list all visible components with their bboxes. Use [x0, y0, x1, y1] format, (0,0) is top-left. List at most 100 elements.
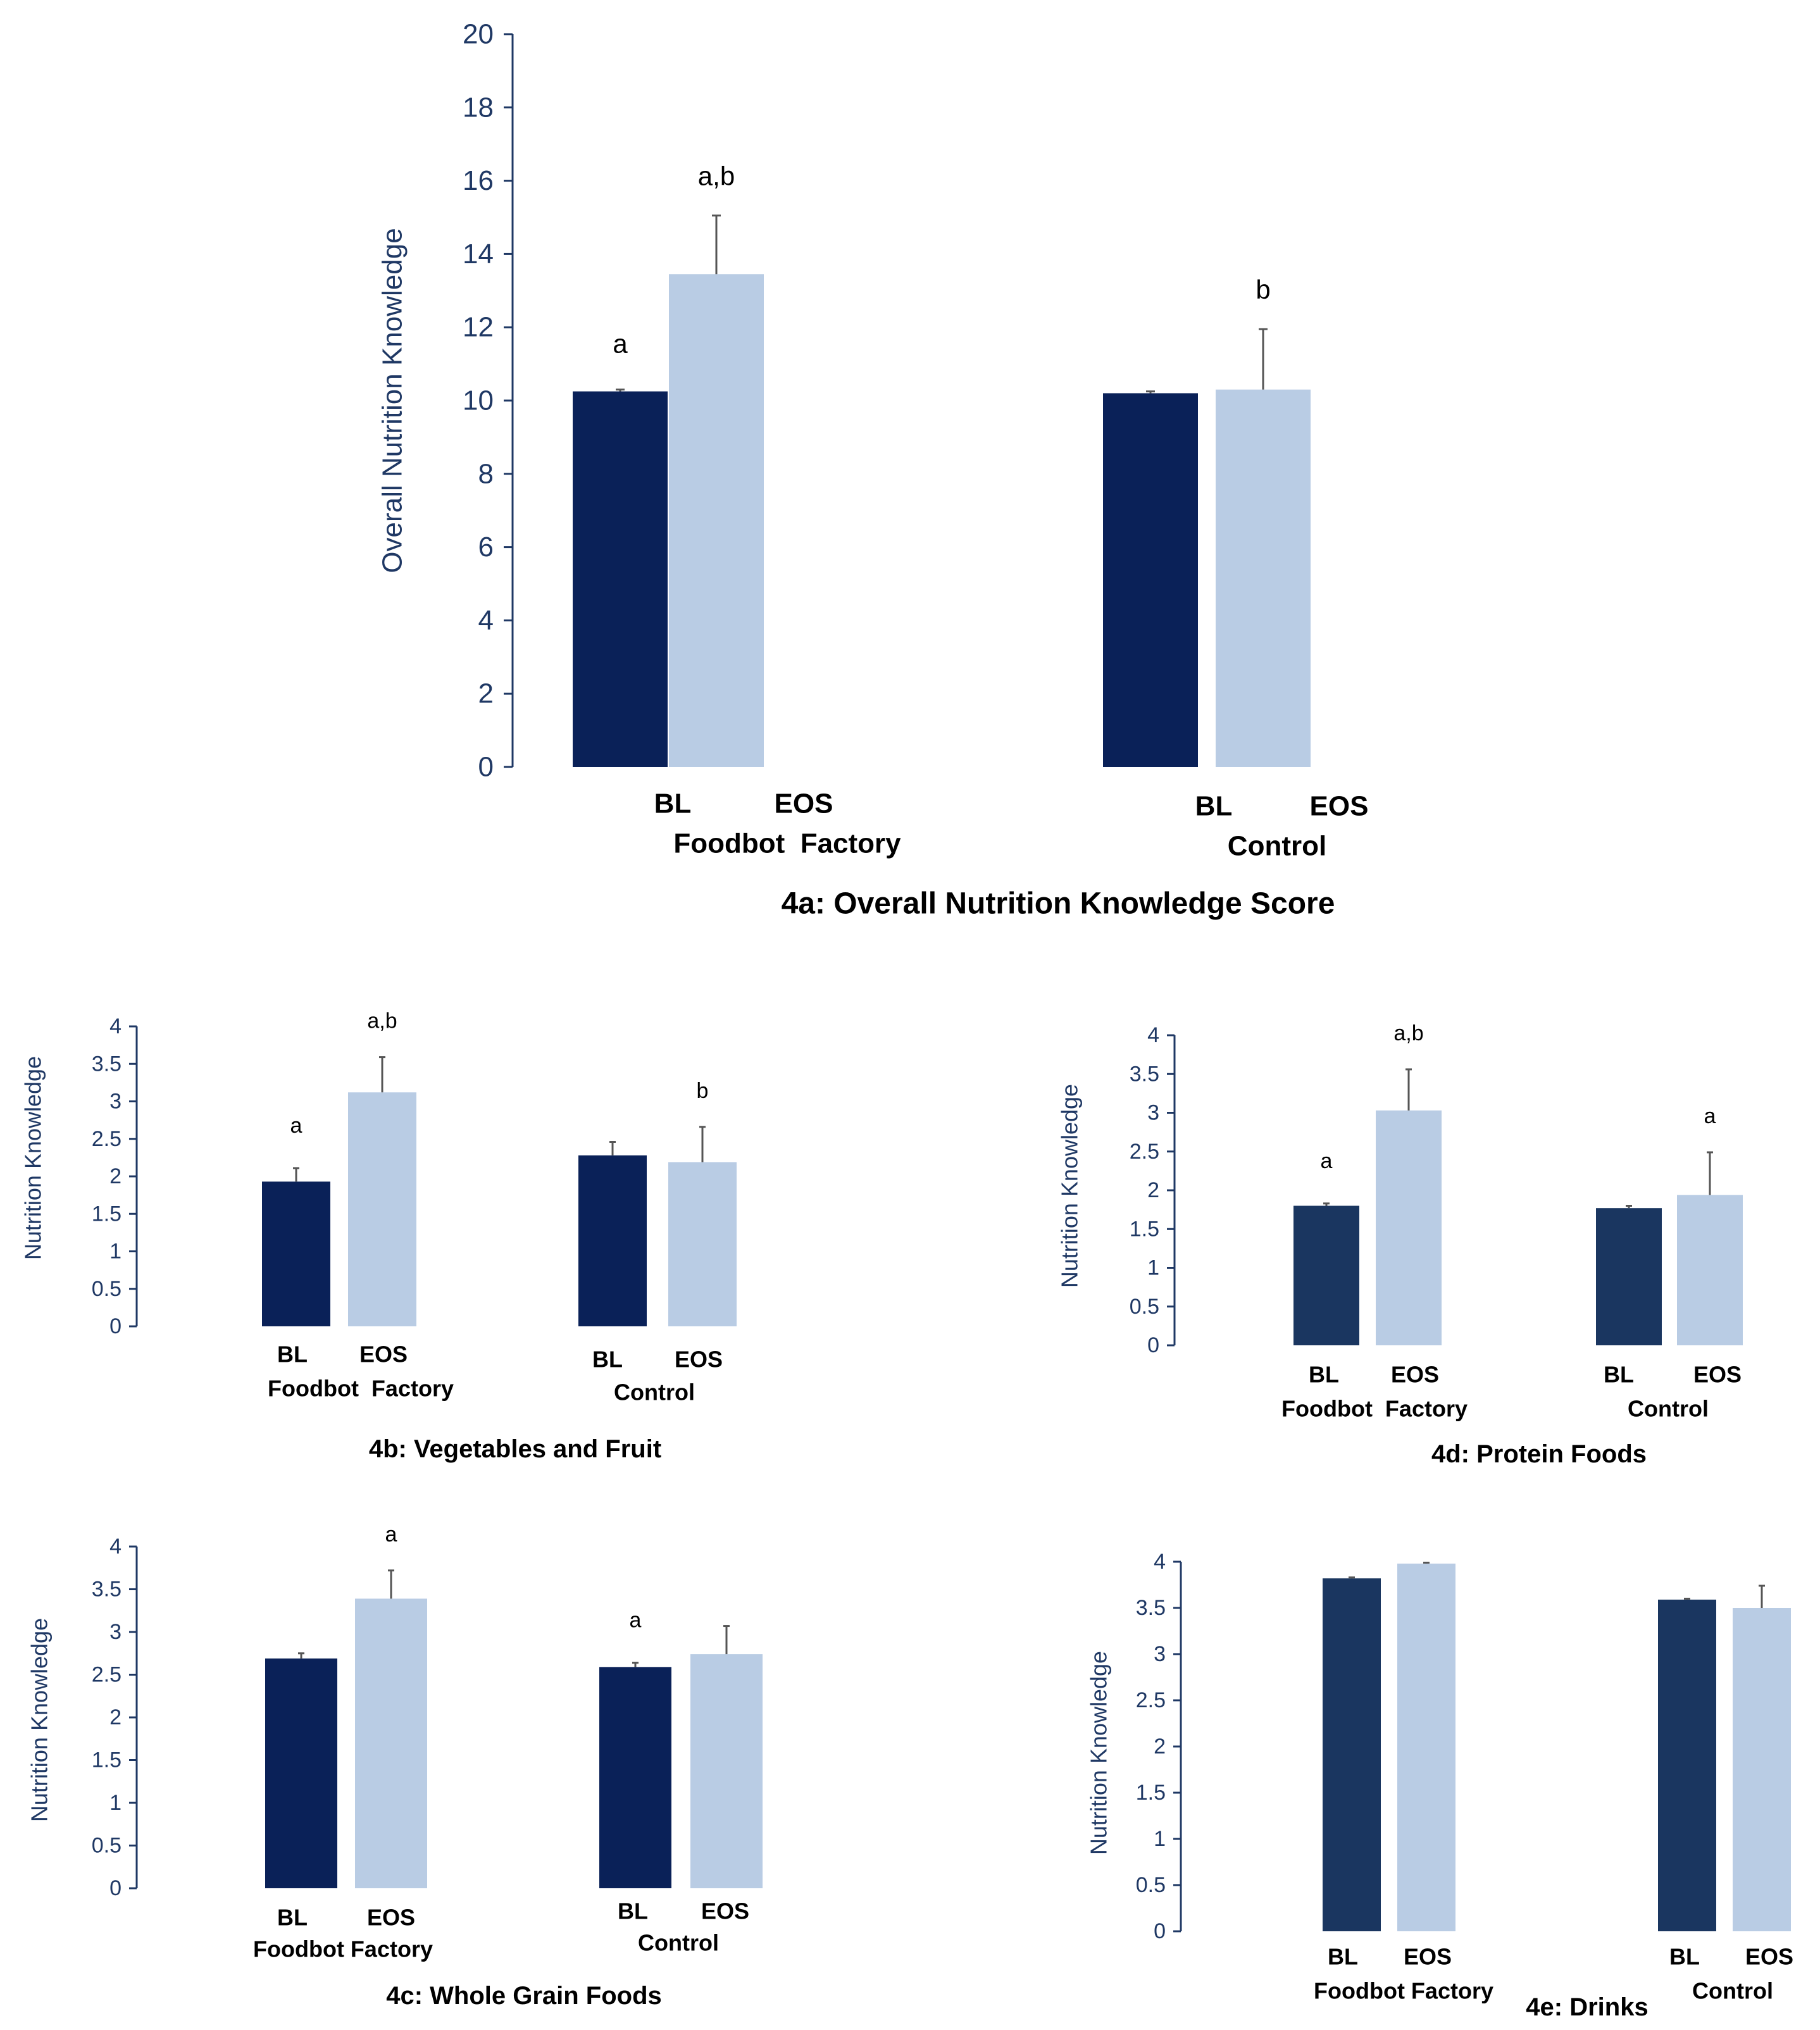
bar-bl-foodbot	[1323, 1578, 1381, 1931]
category-label-bl: BL	[1309, 1362, 1339, 1388]
significance-label: a	[613, 329, 628, 359]
y-tick-label: 2.5	[92, 1127, 122, 1151]
bar-bl-control	[578, 1155, 647, 1326]
y-tick-label: 3	[109, 1090, 122, 1114]
chart-4e: 0 0.5 1 1.5 2 2.5 3 3.5 4 Nutrition Knowledge BL EO…	[1086, 1550, 1794, 2021]
y-tick-label: 1.5	[1130, 1217, 1159, 1241]
significance-label: a,b	[1393, 1021, 1423, 1045]
category-label-eos: EOS	[1391, 1362, 1439, 1388]
y-tick-label: 2.5	[1130, 1140, 1159, 1164]
category-label-eos: EOS	[675, 1347, 723, 1373]
y-tick-label: 1	[1154, 1827, 1166, 1851]
category-label-bl: BL	[277, 1905, 308, 1931]
y-tick-label: 20	[463, 19, 494, 50]
category-label-eos: EOS	[1693, 1362, 1742, 1388]
y-tick-label: 0	[1147, 1333, 1159, 1357]
y-tick-label: 6	[478, 532, 494, 563]
y-tick-label: 2.5	[92, 1663, 122, 1687]
y-tick-label: 8	[478, 458, 494, 489]
y-tick-label: 2	[109, 1705, 122, 1729]
panel-caption: 4d: Protein Foods	[1431, 1440, 1647, 1468]
y-tick-label: 1.5	[1136, 1781, 1166, 1805]
group-label: Foodbot Factory	[268, 1376, 454, 1402]
bar-bl-control	[1103, 393, 1198, 767]
bar-bl-foodbot	[262, 1181, 330, 1326]
y-tick-label: 0	[109, 1314, 122, 1338]
panel-caption: 4a: Overall Nutrition Knowledge Score	[782, 887, 1335, 921]
category-label-bl: BL	[1328, 1944, 1358, 1970]
category-label-bl: BL	[1669, 1944, 1700, 1970]
category-label-bl: BL	[618, 1898, 648, 1924]
group-label: Control	[1228, 831, 1326, 862]
significance-label: a	[1704, 1104, 1716, 1128]
y-tick-label: 2.5	[1136, 1688, 1166, 1712]
y-tick-label: 4	[109, 1014, 122, 1038]
chart-4d: 0 0.5 1 1.5 2 2.5 3 3.5 4 Nutrition Knowledge a BL a…	[1057, 1021, 1743, 1468]
y-tick-label: 1	[109, 1240, 122, 1264]
bar-eos-control	[690, 1654, 763, 1888]
category-label-eos: EOS	[367, 1905, 415, 1931]
y-tick-label: 4	[478, 605, 494, 636]
y-axis-title: Nutrition Knowledge	[1057, 1084, 1083, 1288]
group-label: Foodbot Factory	[253, 1936, 433, 1962]
y-axis-title: Nutrition Knowledge	[27, 1618, 53, 1822]
significance-label: a	[385, 1522, 397, 1547]
bar-eos-control	[1216, 389, 1311, 767]
bar-eos-foodbot	[348, 1092, 416, 1326]
y-tick-label: 2	[1147, 1178, 1159, 1202]
y-axis-title: Nutrition Knowledge	[20, 1056, 46, 1260]
bar-bl-foodbot	[265, 1658, 337, 1888]
bar-eos-foodbot	[1376, 1110, 1442, 1345]
y-tick-label: 1.5	[92, 1748, 122, 1772]
panel-caption: 4e: Drinks	[1526, 1993, 1648, 2021]
y-tick-label: 0	[1154, 1919, 1166, 1943]
y-tick-label: 16	[463, 165, 494, 196]
y-tick-label: 4	[1154, 1550, 1166, 1574]
chart-4a: 0 2 4 6 8 10 12 14 16 18 20 Overall Nutrition Knowl…	[377, 19, 1369, 921]
y-tick-label: 14	[463, 239, 494, 270]
y-tick-label: 0.5	[92, 1277, 122, 1301]
y-tick-label: 0	[109, 1876, 122, 1900]
y-tick-label: 0	[478, 752, 494, 783]
category-label-eos: EOS	[1310, 791, 1369, 822]
category-label-bl: BL	[1195, 791, 1233, 822]
y-tick-label: 3.5	[1136, 1596, 1166, 1620]
group-label: Control	[1692, 1978, 1773, 2004]
y-tick-label: 3.5	[1130, 1062, 1159, 1086]
y-tick-label: 10	[463, 385, 494, 416]
bar-eos-control	[1677, 1195, 1743, 1345]
group-label: Control	[1628, 1396, 1709, 1422]
category-label-bl: BL	[277, 1342, 308, 1367]
bar-bl-control	[1596, 1208, 1662, 1345]
significance-label: a	[1321, 1149, 1333, 1173]
y-tick-label: 0.5	[1130, 1295, 1159, 1319]
bar-bl-foodbot	[573, 391, 668, 767]
group-label: Control	[614, 1379, 695, 1405]
significance-label: a,b	[698, 161, 735, 191]
y-tick-label: 3.5	[92, 1052, 122, 1076]
y-axis-title: Overall Nutrition Knowledge	[377, 228, 408, 573]
category-label-bl: BL	[654, 788, 692, 819]
bar-eos-foodbot	[669, 274, 764, 767]
y-tick-label: 3	[109, 1620, 122, 1644]
y-tick-label: 3	[1154, 1642, 1166, 1666]
category-label-bl: BL	[592, 1347, 623, 1373]
y-tick-label: 0.5	[1136, 1873, 1166, 1897]
y-tick-label: 4	[1147, 1023, 1159, 1047]
y-tick-label: 1	[1147, 1256, 1159, 1280]
y-tick-label: 2	[109, 1164, 122, 1188]
group-label: Foodbot Factory	[1314, 1978, 1493, 2004]
y-axis-title: Nutrition Knowledge	[1086, 1651, 1112, 1855]
bar-eos-foodbot	[1397, 1563, 1455, 1931]
bar-eos-control	[668, 1162, 737, 1326]
bar-eos-control	[1733, 1608, 1791, 1931]
category-label-eos: EOS	[1404, 1944, 1452, 1970]
panel-caption: 4c: Whole Grain Foods	[386, 1982, 662, 2010]
category-label-eos: EOS	[701, 1898, 749, 1924]
y-tick-label: 1.5	[92, 1202, 122, 1226]
significance-label: b	[697, 1079, 709, 1103]
y-tick-label: 3.5	[92, 1578, 122, 1602]
significance-label: b	[1256, 275, 1270, 304]
y-tick-label: 18	[463, 92, 494, 123]
